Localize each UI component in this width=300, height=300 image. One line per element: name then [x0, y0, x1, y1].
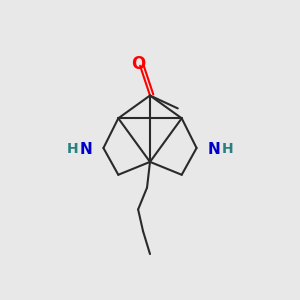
Text: O: O	[131, 55, 145, 73]
Text: N: N	[79, 142, 92, 157]
Text: H: H	[67, 142, 79, 156]
Text: H: H	[221, 142, 233, 156]
Text: N: N	[208, 142, 221, 157]
